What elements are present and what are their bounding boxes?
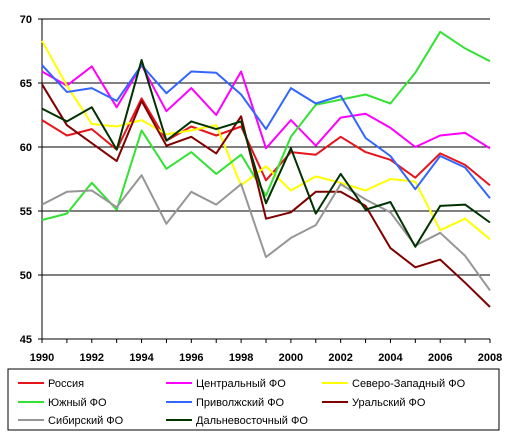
y-tick-label: 65	[20, 78, 32, 90]
series-line-3	[41, 40, 491, 240]
x-tick-label: 2000	[279, 352, 303, 364]
y-tick-label: 55	[20, 206, 32, 218]
legend-box	[7, 368, 500, 431]
x-tick-label: 1998	[229, 352, 253, 364]
legend-label: Северо-Западный ФО	[352, 378, 466, 390]
y-tick-label: 70	[20, 14, 32, 26]
series-layer	[41, 30, 491, 308]
legend-label: Сибирский ФО	[48, 415, 124, 427]
legend: Россия Центральный ФО Северо-Западный ФО Юж…	[7, 368, 500, 431]
x-tick-label: 2002	[328, 352, 352, 364]
x-tick-label: 1996	[179, 352, 203, 364]
series-line-4	[41, 30, 491, 221]
legend-label: Южный ФО	[48, 397, 107, 409]
series-line-6	[41, 83, 491, 308]
x-axis: 1990 1992 1994 1996 1998 2000 2002 2004 2006 2008	[30, 338, 502, 364]
x-tick-label: 2006	[428, 352, 452, 364]
legend-label: Центральный ФО	[196, 378, 286, 390]
y-tick-label: 45	[20, 334, 32, 346]
legend-label: Приволжский ФО	[196, 397, 285, 409]
series-line-8	[41, 59, 491, 248]
y-tick-label: 50	[20, 270, 32, 282]
x-tick-label: 1992	[80, 352, 104, 364]
legend-label: Россия	[48, 378, 84, 390]
legend-label: Уральский ФО	[352, 397, 426, 409]
x-tick-label: 2004	[378, 352, 403, 364]
y-tick-label: 60	[20, 142, 32, 154]
series-line-5	[41, 64, 491, 199]
x-tick-label: 2008	[478, 352, 502, 364]
y-axis: 45 50 55 60 65 70	[20, 14, 43, 346]
x-tick-label: 1994	[129, 352, 154, 364]
legend-label: Дальневосточный ФО	[196, 415, 308, 427]
series-line-2	[41, 64, 491, 150]
x-tick-label: 1990	[30, 352, 54, 364]
